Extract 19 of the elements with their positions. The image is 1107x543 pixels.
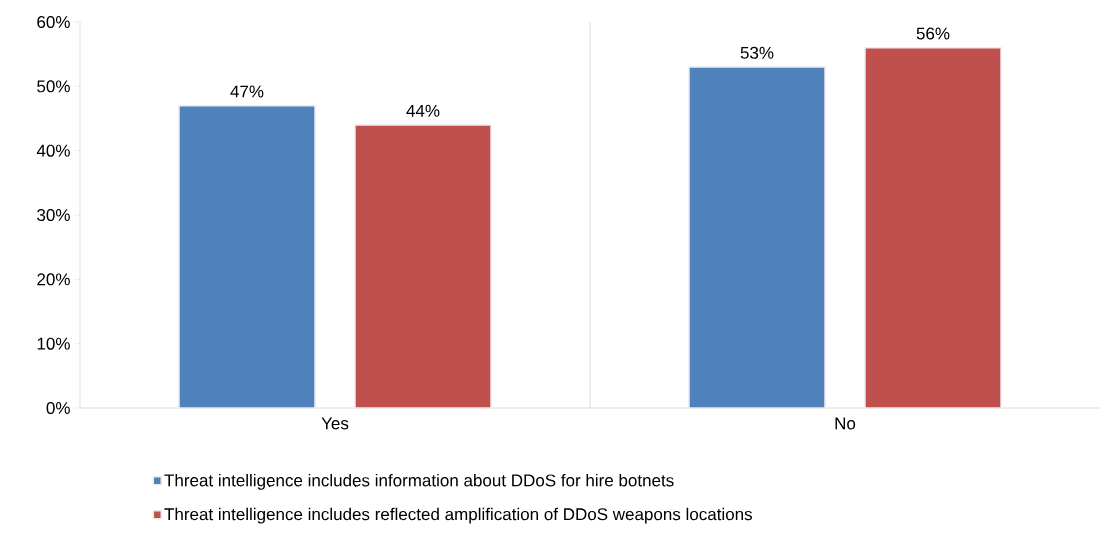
x-tick-label: Yes — [321, 417, 349, 430]
y-tick-label: 30% — [37, 208, 70, 222]
y-tick-label: 50% — [37, 80, 70, 93]
bar — [178, 104, 316, 408]
legend-label: Threat intelligence includes reflected amplification of DDoS weapons locations — [164, 507, 753, 524]
data-label: 56% — [916, 27, 950, 40]
bar — [688, 66, 826, 408]
bar — [864, 46, 1002, 408]
y-tick-label: 60% — [37, 15, 70, 29]
x-tick-label: No — [835, 417, 856, 430]
data-label: 44% — [406, 104, 440, 117]
y-tick-label: 10% — [37, 337, 70, 350]
bar — [354, 124, 492, 408]
legend-label: Threat intelligence includes information about DDoS for hire botnets — [164, 473, 674, 490]
data-label: 53% — [740, 46, 774, 59]
y-tick-label: 0% — [46, 401, 70, 415]
y-tick-label: 40% — [36, 144, 70, 157]
data-label: 47% — [230, 85, 264, 98]
y-tick-label: 20% — [37, 273, 70, 286]
